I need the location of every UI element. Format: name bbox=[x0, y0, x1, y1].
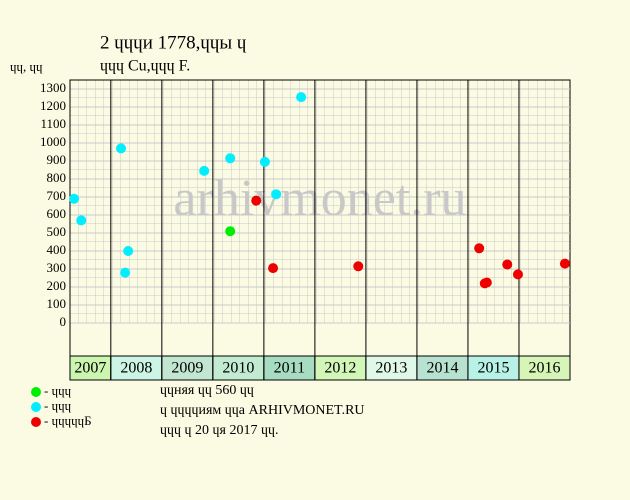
year-cell bbox=[110, 355, 163, 381]
y-axis-label: ɥɥ, ɥɥ bbox=[10, 59, 43, 74]
point bbox=[271, 189, 282, 200]
chart-title: 2 ɥɥɥи 1778,ɥɥы ɥ bbox=[100, 32, 247, 53]
year-label: 2014 bbox=[426, 360, 458, 377]
y-tick-label: 300 bbox=[47, 260, 67, 275]
point bbox=[76, 215, 87, 226]
point bbox=[353, 261, 364, 272]
chart-subtitle: ɥɥɥ Cu,ɥɥɥ F. bbox=[100, 58, 190, 75]
point bbox=[481, 277, 492, 288]
year-label: 2007 bbox=[74, 360, 106, 377]
year-label: 2016 bbox=[528, 360, 560, 377]
point bbox=[559, 258, 570, 269]
legend-marker bbox=[31, 417, 41, 427]
year-label: 2009 bbox=[171, 360, 203, 377]
year-cell bbox=[365, 355, 418, 381]
year-cell bbox=[467, 355, 520, 381]
y-tick-label: 1100 bbox=[40, 116, 66, 131]
point bbox=[225, 153, 236, 164]
year-label: 2015 bbox=[477, 360, 509, 377]
y-tick-label: 200 bbox=[47, 278, 67, 293]
point bbox=[116, 143, 127, 154]
point bbox=[225, 226, 236, 237]
point bbox=[502, 259, 513, 270]
legend-marker bbox=[31, 387, 41, 397]
point bbox=[259, 156, 270, 167]
legend-marker bbox=[31, 402, 41, 412]
point bbox=[199, 165, 210, 176]
point bbox=[512, 269, 523, 280]
y-tick-label: 700 bbox=[47, 188, 67, 203]
year-cell bbox=[263, 355, 316, 381]
year-label: 2010 bbox=[222, 360, 254, 377]
year-cell bbox=[518, 355, 571, 381]
legend-label: - ɥɥɥɥɥБ bbox=[44, 413, 92, 428]
y-tick-label: 400 bbox=[47, 242, 67, 257]
y-tick-label: 900 bbox=[47, 152, 67, 167]
point bbox=[120, 267, 131, 278]
y-tick-label: 600 bbox=[47, 206, 67, 221]
year-label: 2008 bbox=[120, 360, 152, 377]
year-label: 2012 bbox=[324, 360, 356, 377]
y-tick-label: 100 bbox=[47, 296, 67, 311]
y-tick-label: 500 bbox=[47, 224, 67, 239]
year-label: 2013 bbox=[375, 360, 407, 377]
point bbox=[268, 263, 279, 274]
y-tick-label: 1200 bbox=[40, 98, 66, 113]
legend-label: - ɥɥɥ bbox=[44, 398, 72, 413]
note: ɥɥɥ ɥ 20 ɥя 2017 ɥɥ. bbox=[160, 423, 278, 438]
point bbox=[123, 246, 134, 256]
y-tick-label: 1300 bbox=[40, 80, 66, 95]
point bbox=[296, 92, 307, 103]
y-tick-label: 0 bbox=[60, 314, 67, 329]
y-tick-label: 1000 bbox=[40, 134, 66, 149]
note: ɥ ɥɥɥɥиям ɥɥа ARHIVMONET.RU bbox=[160, 403, 365, 418]
point bbox=[474, 243, 485, 254]
point bbox=[69, 193, 80, 204]
y-tick-label: 800 bbox=[47, 170, 67, 185]
year-label: 2011 bbox=[274, 360, 305, 377]
legend-label: - ɥɥɥ bbox=[44, 383, 72, 398]
watermark: arhivmonet.ru bbox=[173, 170, 466, 227]
note: ɥɥняя ɥɥ 560 ɥɥ bbox=[160, 383, 254, 398]
point bbox=[251, 195, 262, 206]
